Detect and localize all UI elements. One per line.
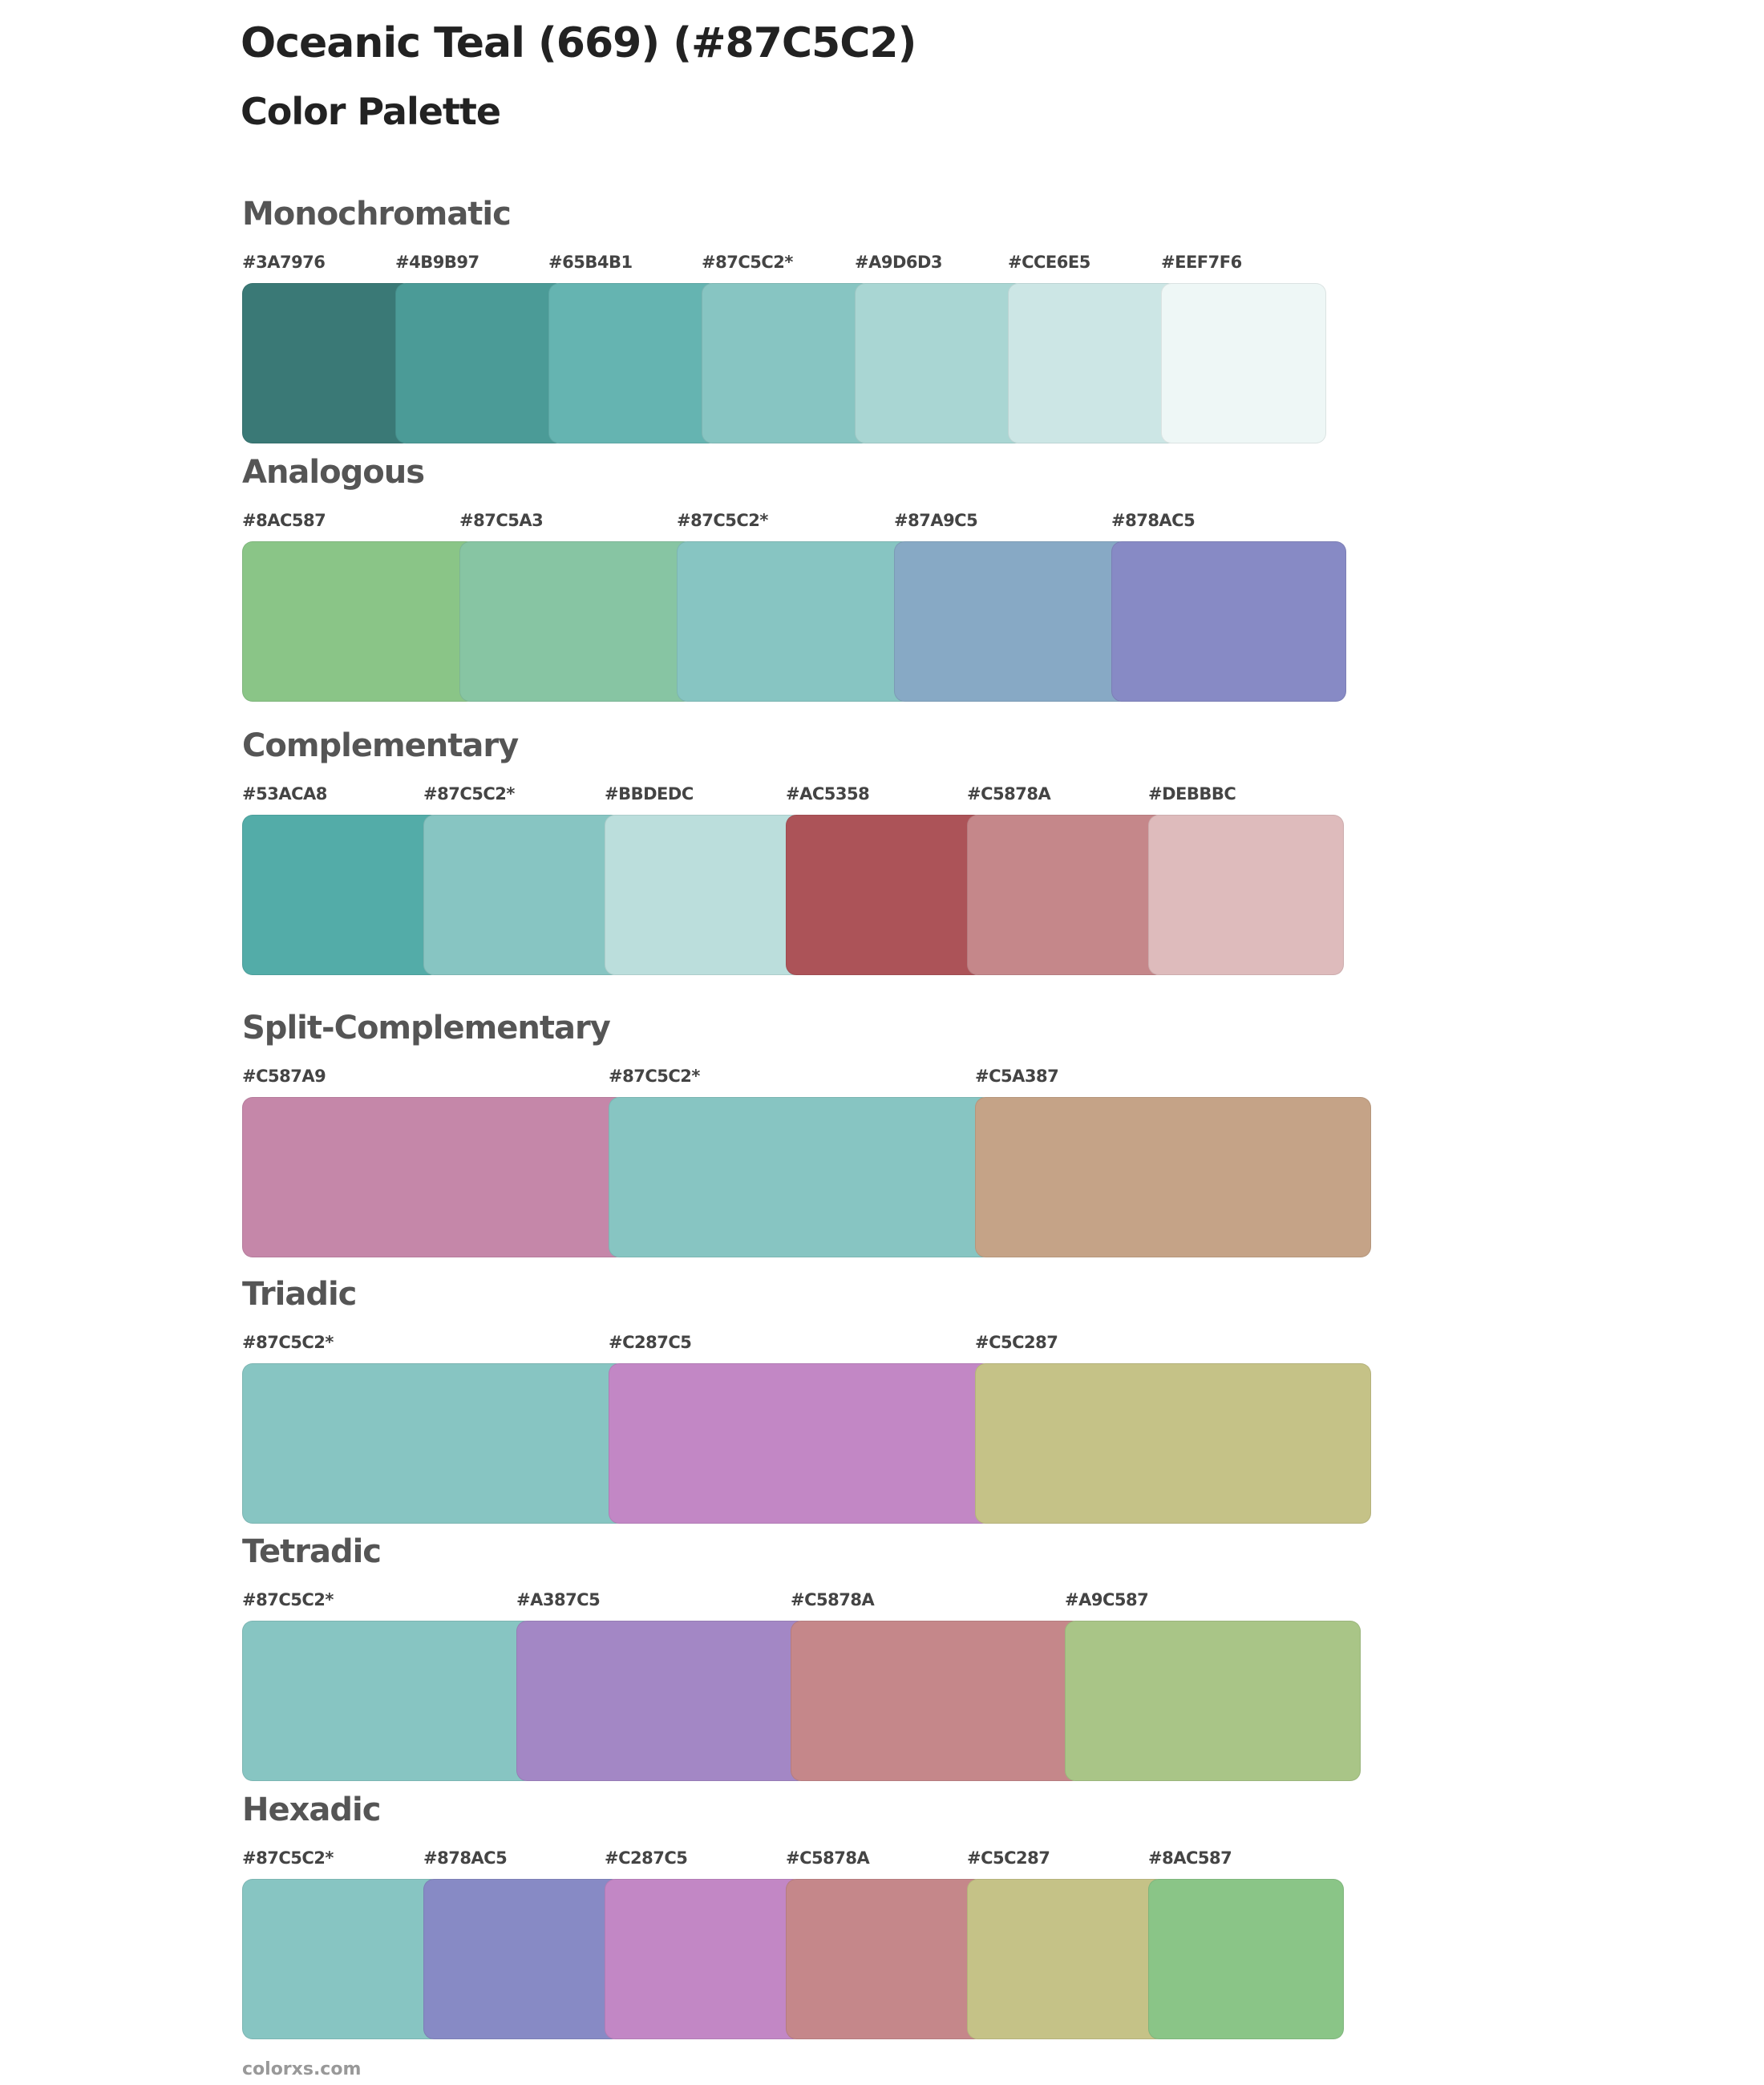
color-swatch[interactable]: [975, 1363, 1371, 1524]
color-swatch[interactable]: [242, 815, 441, 975]
color-hex-label: #C587A9: [242, 1067, 326, 1086]
color-hex-label: #EEF7F6: [1161, 253, 1242, 272]
color-hex-label: #87C5C2*: [242, 1333, 334, 1352]
color-swatch[interactable]: [677, 541, 912, 702]
color-hex-label: #C5C287: [967, 1848, 1050, 1868]
color-swatch[interactable]: [423, 815, 622, 975]
palette-section-monochromatic: Monochromatic #3A7976 #4B9B97 #65B4B1 #87C5C…: [242, 195, 1326, 443]
color-swatch[interactable]: [609, 1363, 993, 1524]
section-title: Analogous: [242, 454, 425, 491]
palette-section-split-complementary: Split-Complementary #C587A9 #87C5C2* #C5A38…: [242, 1009, 1371, 1257]
color-hex-label: #C5C287: [975, 1333, 1058, 1352]
page-subtitle: Color Palette: [241, 90, 501, 133]
color-hex-label: #C5878A: [786, 1848, 870, 1868]
color-swatch[interactable]: [1008, 283, 1179, 443]
color-swatch[interactable]: [786, 1879, 985, 2039]
color-swatch[interactable]: [516, 1621, 808, 1781]
color-swatch[interactable]: [1148, 1879, 1344, 2039]
section-title: Hexadic: [242, 1791, 381, 1828]
color-hex-label: #C5878A: [791, 1590, 875, 1609]
color-swatch[interactable]: [967, 815, 1166, 975]
color-swatch[interactable]: [459, 541, 694, 702]
color-hex-label: #A9D6D3: [855, 253, 943, 272]
footer-site-link[interactable]: colorxs.com: [242, 2059, 362, 2079]
palette-section-hexadic: Hexadic #87C5C2* #878AC5 #C287C5 #C5878A #C5C…: [242, 1791, 1344, 2039]
color-swatch[interactable]: [975, 1097, 1371, 1257]
color-hex-label: #87C5C2*: [242, 1590, 334, 1609]
color-hex-label: #878AC5: [1111, 511, 1196, 530]
color-hex-label: #8AC587: [1148, 1848, 1232, 1868]
color-swatch[interactable]: [605, 1879, 803, 2039]
color-hex-label: #CCE6E5: [1008, 253, 1090, 272]
color-swatch[interactable]: [605, 815, 803, 975]
color-hex-label: #C287C5: [609, 1333, 692, 1352]
palette-section-tetradic: Tetradic #87C5C2* #A387C5 #C5878A #A9C587: [242, 1532, 1361, 1781]
color-hex-label: #87C5C2*: [423, 784, 515, 804]
color-swatch[interactable]: [423, 1879, 622, 2039]
color-hex-label: #87C5C2*: [242, 1848, 334, 1868]
color-hex-label: #8AC587: [242, 511, 326, 530]
color-hex-label: #87C5C2*: [609, 1067, 700, 1086]
color-swatch[interactable]: [855, 283, 1026, 443]
color-swatch[interactable]: [967, 1879, 1166, 2039]
color-hex-label: #A9C587: [1065, 1590, 1149, 1609]
color-swatch[interactable]: [548, 283, 719, 443]
color-hex-label: #53ACA8: [242, 784, 327, 804]
color-swatch[interactable]: [786, 815, 985, 975]
color-swatch[interactable]: [242, 1879, 441, 2039]
color-swatch[interactable]: [702, 283, 872, 443]
color-swatch[interactable]: [395, 283, 566, 443]
color-swatch[interactable]: [242, 1097, 626, 1257]
color-hex-label: #87C5C2*: [677, 511, 768, 530]
color-swatch[interactable]: [1111, 541, 1346, 702]
color-hex-label: #87C5C2*: [702, 253, 793, 272]
color-swatch[interactable]: [1161, 283, 1326, 443]
color-swatch[interactable]: [791, 1621, 1082, 1781]
color-hex-label: #65B4B1: [548, 253, 633, 272]
section-title: Triadic: [242, 1276, 357, 1313]
color-swatch[interactable]: [1065, 1621, 1361, 1781]
color-swatch[interactable]: [242, 1621, 534, 1781]
color-swatch[interactable]: [242, 283, 413, 443]
color-hex-label: #3A7976: [242, 253, 326, 272]
palette-section-analogous: Analogous #8AC587 #87C5A3 #87C5C2* #87A9C5 #8…: [242, 453, 1346, 702]
palette-section-complementary: Complementary #53ACA8 #87C5C2* #BBDEDC #AC53…: [242, 727, 1344, 975]
color-swatch[interactable]: [242, 541, 477, 702]
color-hex-label: #4B9B97: [395, 253, 479, 272]
section-title: Monochromatic: [242, 196, 512, 233]
palette-section-triadic: Triadic #87C5C2* #C287C5 #C5C287: [242, 1275, 1371, 1524]
color-hex-label: #C5A387: [975, 1067, 1059, 1086]
color-hex-label: #87C5A3: [459, 511, 544, 530]
color-hex-label: #BBDEDC: [605, 784, 694, 804]
color-hex-label: #AC5358: [786, 784, 870, 804]
color-hex-label: #A387C5: [516, 1590, 601, 1609]
color-swatch[interactable]: [894, 541, 1129, 702]
color-hex-label: #87A9C5: [894, 511, 978, 530]
page-title: Oceanic Teal (669) (#87C5C2): [241, 19, 916, 67]
color-hex-label: #C5878A: [967, 784, 1051, 804]
section-title: Split-Complementary: [242, 1010, 611, 1047]
section-title: Tetradic: [242, 1533, 382, 1570]
color-hex-label: #878AC5: [423, 1848, 508, 1868]
color-swatch[interactable]: [242, 1363, 626, 1524]
color-swatch[interactable]: [609, 1097, 993, 1257]
section-title: Complementary: [242, 727, 519, 764]
color-hex-label: #DEBBBC: [1148, 784, 1236, 804]
color-swatch[interactable]: [1148, 815, 1344, 975]
color-hex-label: #C287C5: [605, 1848, 688, 1868]
